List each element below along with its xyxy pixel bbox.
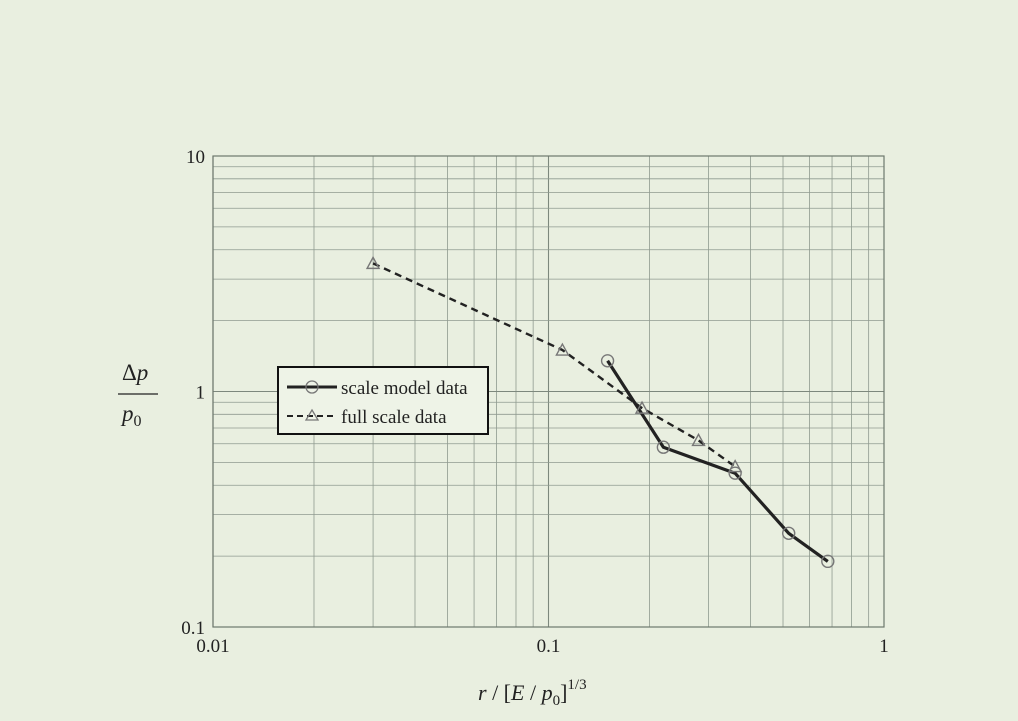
series-scale-model (600, 354, 835, 569)
x-label-text: r / [E / p0]1/3 (478, 677, 587, 709)
series-line (372, 262, 736, 468)
data-point-triangle (727, 459, 743, 473)
legend-label-full-scale: full scale data (341, 407, 447, 428)
y-tick-label: 10 (186, 147, 205, 168)
data-point-circle (600, 354, 615, 368)
plot-frame (212, 155, 885, 628)
data-point-triangle (365, 255, 381, 270)
data-point-circle (782, 526, 796, 540)
series-layer (365, 255, 835, 569)
y-label-numerator: Δp (122, 360, 148, 385)
grid (212, 156, 884, 628)
series-full-scale (365, 255, 743, 473)
y-axis-label: Δp p0 (118, 360, 158, 430)
x-axis-label: r / [E / p0]1/3 (478, 677, 587, 709)
legend-box (277, 366, 489, 435)
legend-label-scale-model: scale model data (341, 378, 468, 399)
series-line (606, 359, 829, 563)
data-point-circle (821, 554, 835, 569)
x-tick-label: 0.1 (537, 636, 561, 657)
legend: scale model data full scale data (277, 366, 489, 435)
data-point-triangle (691, 432, 706, 447)
data-point-triangle (555, 342, 570, 356)
data-point-circle (728, 466, 742, 480)
y-tick-label: 0.1 (181, 618, 205, 639)
x-tick-label: 1 (879, 636, 889, 657)
x-tick-label: 0.01 (196, 636, 229, 657)
legend-marker-circle (305, 380, 319, 394)
data-point-triangle (634, 400, 650, 414)
y-label-denominator: p0 (120, 401, 142, 430)
data-point-circle (656, 440, 671, 454)
legend-marker-triangle (304, 408, 320, 421)
y-tick-label: 1 (196, 383, 206, 404)
